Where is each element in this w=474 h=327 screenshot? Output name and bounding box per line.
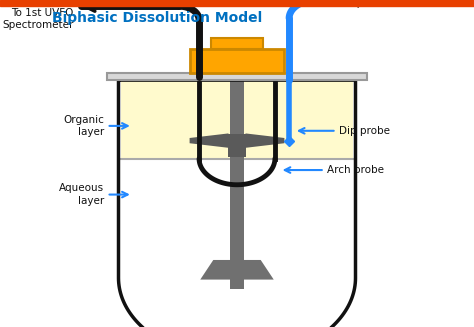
Polygon shape xyxy=(190,133,228,148)
Text: To 1st UVFO
Spectrometer: To 1st UVFO Spectrometer xyxy=(2,8,73,30)
Text: Aqueous
layer: Aqueous layer xyxy=(59,183,104,206)
Text: Dip probe: Dip probe xyxy=(339,126,390,136)
Bar xyxy=(228,134,246,157)
Text: Organic
layer: Organic layer xyxy=(64,115,104,137)
Bar xyxy=(211,38,263,49)
Bar xyxy=(107,73,367,80)
Bar xyxy=(190,49,284,73)
Bar xyxy=(121,80,353,159)
Polygon shape xyxy=(118,80,356,327)
Bar xyxy=(230,38,244,289)
Text: To 2nd UVFO
Spectrometer: To 2nd UVFO Spectrometer xyxy=(351,0,422,8)
Polygon shape xyxy=(246,133,284,148)
Text: Biphasic Dissolution Model: Biphasic Dissolution Model xyxy=(52,11,263,25)
Text: Arch probe: Arch probe xyxy=(327,165,384,175)
Bar xyxy=(0,0,474,6)
Polygon shape xyxy=(200,260,274,280)
